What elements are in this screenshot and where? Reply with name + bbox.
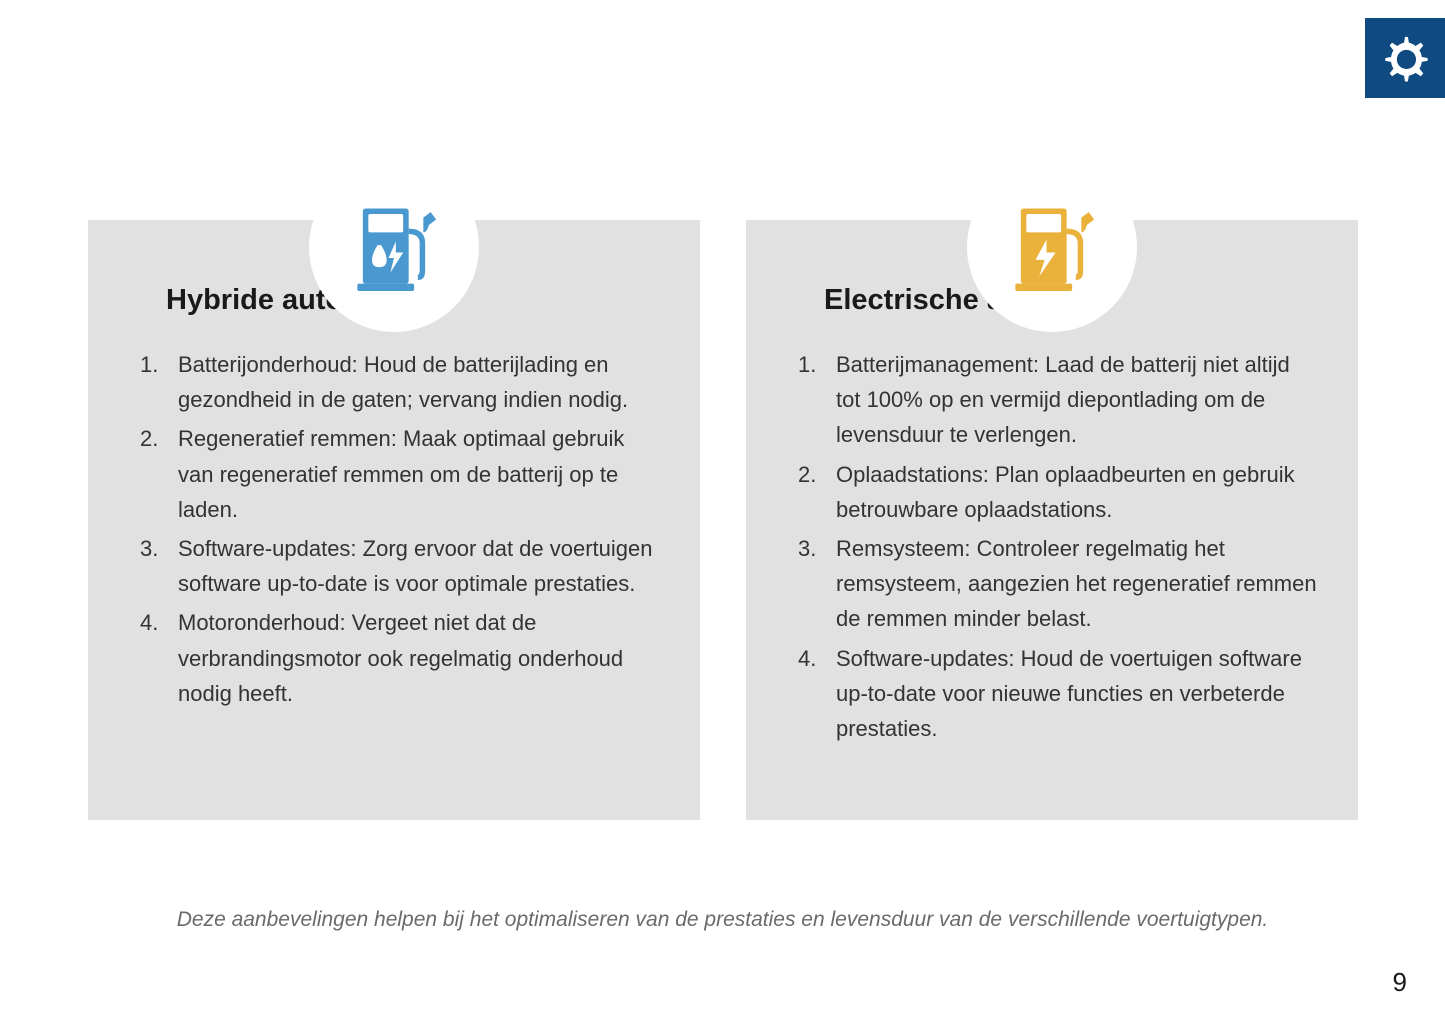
card-electric: Electrische auto's Batterijmanagement: L… [746, 220, 1358, 820]
list-item: Batterijonderhoud: Houd de batterijladin… [128, 347, 660, 417]
icon-circle-hybrid [309, 162, 479, 332]
fuel-electric-icon [997, 192, 1107, 302]
page-number: 9 [1393, 967, 1407, 998]
card-hybrid: Hybride auto's Batterijonderhoud: Houd d… [88, 220, 700, 820]
card-list-hybrid: Batterijonderhoud: Houd de batterijladin… [128, 347, 660, 711]
fuel-hybrid-icon [339, 192, 449, 302]
icon-circle-electric [967, 162, 1137, 332]
list-item: Batterijmanagement: Laad de batterij nie… [786, 347, 1318, 453]
footer-note: Deze aanbevelingen helpen bij het optima… [0, 908, 1445, 932]
card-list-electric: Batterijmanagement: Laad de batterij nie… [786, 347, 1318, 746]
list-item: Software-updates: Houd de voertuigen sof… [786, 641, 1318, 747]
list-item: Regeneratief remmen: Maak optimaal gebru… [128, 421, 660, 527]
list-item: Motoronderhoud: Vergeet niet dat de verb… [128, 605, 660, 711]
list-item: Oplaadstations: Plan oplaadbeurten en ge… [786, 457, 1318, 527]
gear-icon [1381, 34, 1429, 82]
list-item: Software-updates: Zorg ervoor dat de voe… [128, 531, 660, 601]
gear-badge [1365, 18, 1445, 98]
list-item: Remsysteem: Controleer regelmatig het re… [786, 531, 1318, 637]
cards-row: Hybride auto's Batterijonderhoud: Houd d… [88, 220, 1358, 820]
